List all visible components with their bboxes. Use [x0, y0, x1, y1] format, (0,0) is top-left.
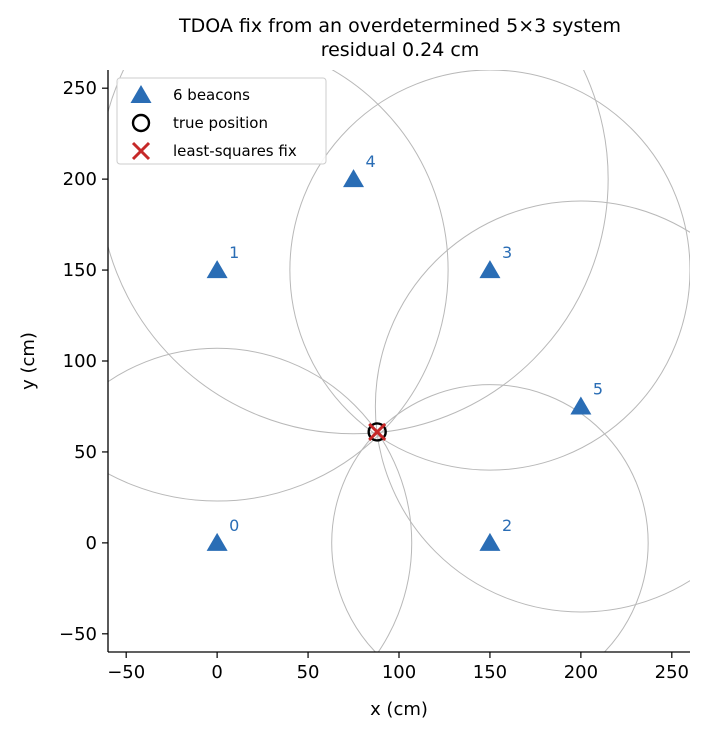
- true-position-marker: [367, 422, 387, 442]
- beacon-0: [206, 532, 228, 551]
- range-circle-5: [374, 200, 690, 613]
- range-circle-3: [289, 70, 690, 471]
- legend-circle-icon: [131, 113, 151, 133]
- range-circle-2: [331, 384, 649, 652]
- x-tick-label: 150: [473, 662, 507, 683]
- beacon-label-4: 4: [366, 152, 376, 171]
- least-squares-fix-marker: [368, 422, 387, 441]
- x-tick-label: 100: [382, 662, 416, 683]
- beacon-label-1: 1: [229, 243, 239, 262]
- y-tick-label: 150: [63, 260, 97, 281]
- legend-label: 6 beacons: [173, 86, 250, 104]
- y-tick-label: −50: [59, 624, 97, 645]
- y-tick-label: 100: [63, 351, 97, 372]
- y-tick-label: 250: [63, 78, 97, 99]
- x-tick-label: 50: [297, 662, 320, 683]
- range-circle-1: [108, 70, 449, 502]
- chart-subtitle: residual 0.24 cm: [321, 39, 480, 61]
- position-markers: [367, 422, 387, 442]
- legend: 6 beacons true position least-squares fix: [116, 77, 327, 165]
- beacon-label-2: 2: [502, 516, 512, 535]
- legend-x-icon: [131, 141, 151, 161]
- legend-label: true position: [173, 114, 268, 132]
- beacon-1: [206, 260, 228, 279]
- chart-title: TDOA fix from an overdetermined 5×3 syst…: [178, 15, 621, 37]
- x-tick-label: 200: [564, 662, 598, 683]
- y-tick-label: 0: [86, 533, 97, 554]
- x-axis-label: x (cm): [370, 699, 428, 720]
- range-circle-4: [108, 70, 609, 435]
- beacon-markers: 0 1 2 3 4 5: [206, 152, 603, 551]
- axes: [102, 70, 690, 658]
- beacon-4: [343, 169, 365, 188]
- beacon-label-0: 0: [229, 516, 239, 535]
- fix-stroke-b: [368, 422, 387, 441]
- beacon-5: [570, 396, 592, 415]
- beacon-3: [479, 260, 501, 279]
- beacon-2: [479, 532, 501, 551]
- x-tick-label: 250: [655, 662, 689, 683]
- beacon-label-3: 3: [502, 243, 512, 262]
- y-tick-label: 50: [74, 442, 97, 463]
- legend-triangle-icon: [130, 85, 152, 103]
- x-tick-label: 0: [211, 662, 222, 683]
- x-tick-label: −50: [107, 662, 145, 683]
- y-tick-label: 200: [63, 169, 97, 190]
- legend-frame: [116, 77, 327, 165]
- legend-label: least-squares fix: [173, 142, 297, 160]
- range-circle-0: [108, 347, 413, 652]
- beacon-label-5: 5: [593, 379, 603, 398]
- y-axis-label: y (cm): [18, 332, 39, 390]
